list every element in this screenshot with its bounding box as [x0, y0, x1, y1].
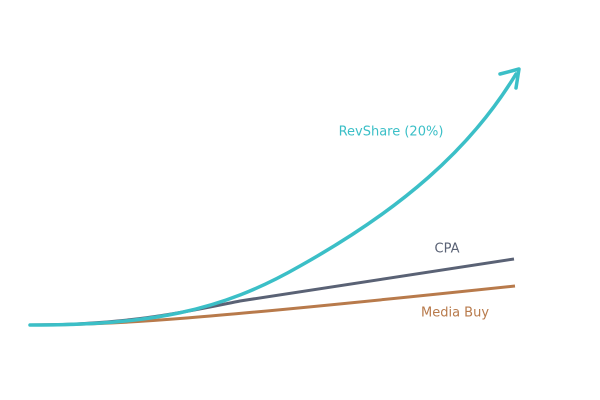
- media-buy-label: Media Buy: [421, 306, 489, 321]
- revshare-arrowhead: [498, 67, 521, 90]
- revshare-curve: [28, 72, 518, 327]
- revshare-label: RevShare (20%): [339, 125, 444, 140]
- cpa-label: CPA: [435, 242, 460, 257]
